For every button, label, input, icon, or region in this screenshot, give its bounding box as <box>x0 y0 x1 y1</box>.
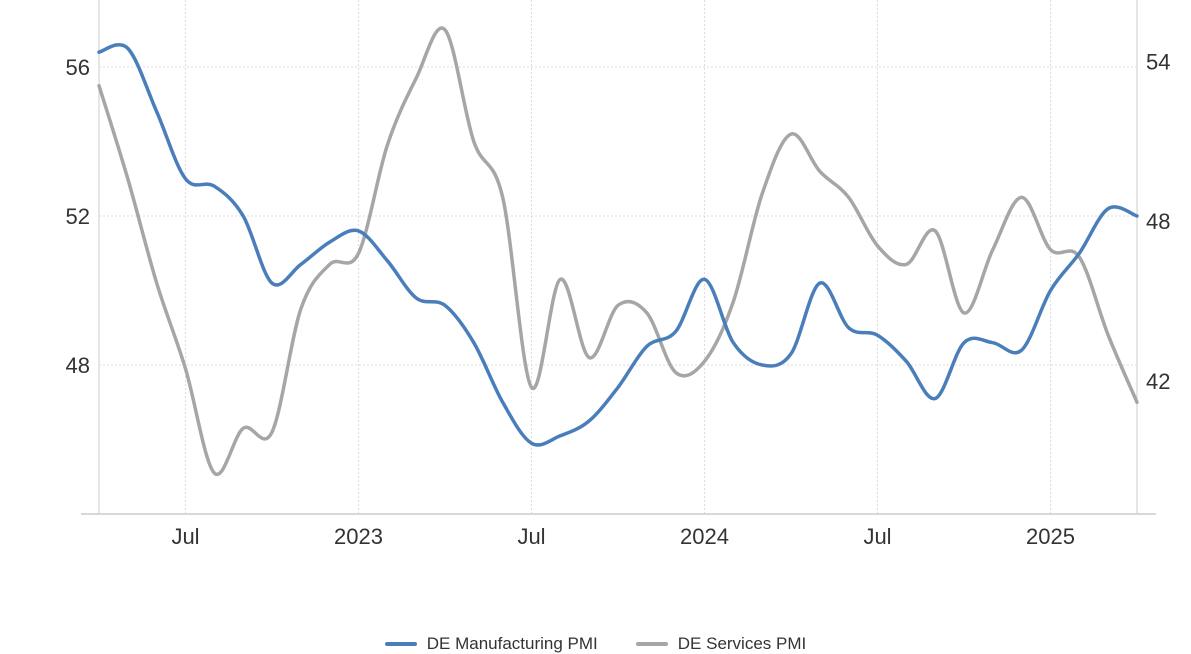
line-chart: 48 52 56 42 48 54 Jul 2023 Jul 2024 Jul 2025 <box>66 0 1171 549</box>
x-tick-label: Jul <box>863 524 891 549</box>
legend-item-services[interactable]: DE Services PMI <box>635 634 807 654</box>
x-tick-label: 2024 <box>680 524 729 549</box>
series-layer <box>97 26 1139 477</box>
legend-item-manufacturing[interactable]: DE Manufacturing PMI <box>384 634 598 654</box>
y-left-tick-label: 52 <box>66 204 90 229</box>
x-tick-label: 2023 <box>334 524 383 549</box>
y-left-tick-label: 48 <box>66 353 90 378</box>
legend-label-services: DE Services PMI <box>677 634 807 653</box>
chart-legend: DE Manufacturing PMI DE Services PMI <box>0 634 1191 654</box>
series-line-services[interactable] <box>97 26 1139 477</box>
x-tick-label: Jul <box>517 524 545 549</box>
tick-labels: 48 52 56 42 48 54 Jul 2023 Jul 2024 Jul 2025 <box>66 49 1171 549</box>
grid-lines <box>99 0 1137 514</box>
legend-swatch-services <box>635 642 668 646</box>
series-line-manufacturing[interactable] <box>97 42 1139 447</box>
legend-label-manufacturing: DE Manufacturing PMI <box>426 634 598 653</box>
legend-swatch-manufacturing <box>384 642 417 646</box>
x-tick-label: Jul <box>171 524 199 549</box>
y-right-tick-label: 54 <box>1146 49 1170 74</box>
y-right-tick-label: 42 <box>1146 369 1170 394</box>
y-left-tick-label: 56 <box>66 55 90 80</box>
chart-axes <box>81 0 1156 515</box>
x-tick-label: 2025 <box>1026 524 1075 549</box>
y-right-tick-label: 48 <box>1146 209 1170 234</box>
